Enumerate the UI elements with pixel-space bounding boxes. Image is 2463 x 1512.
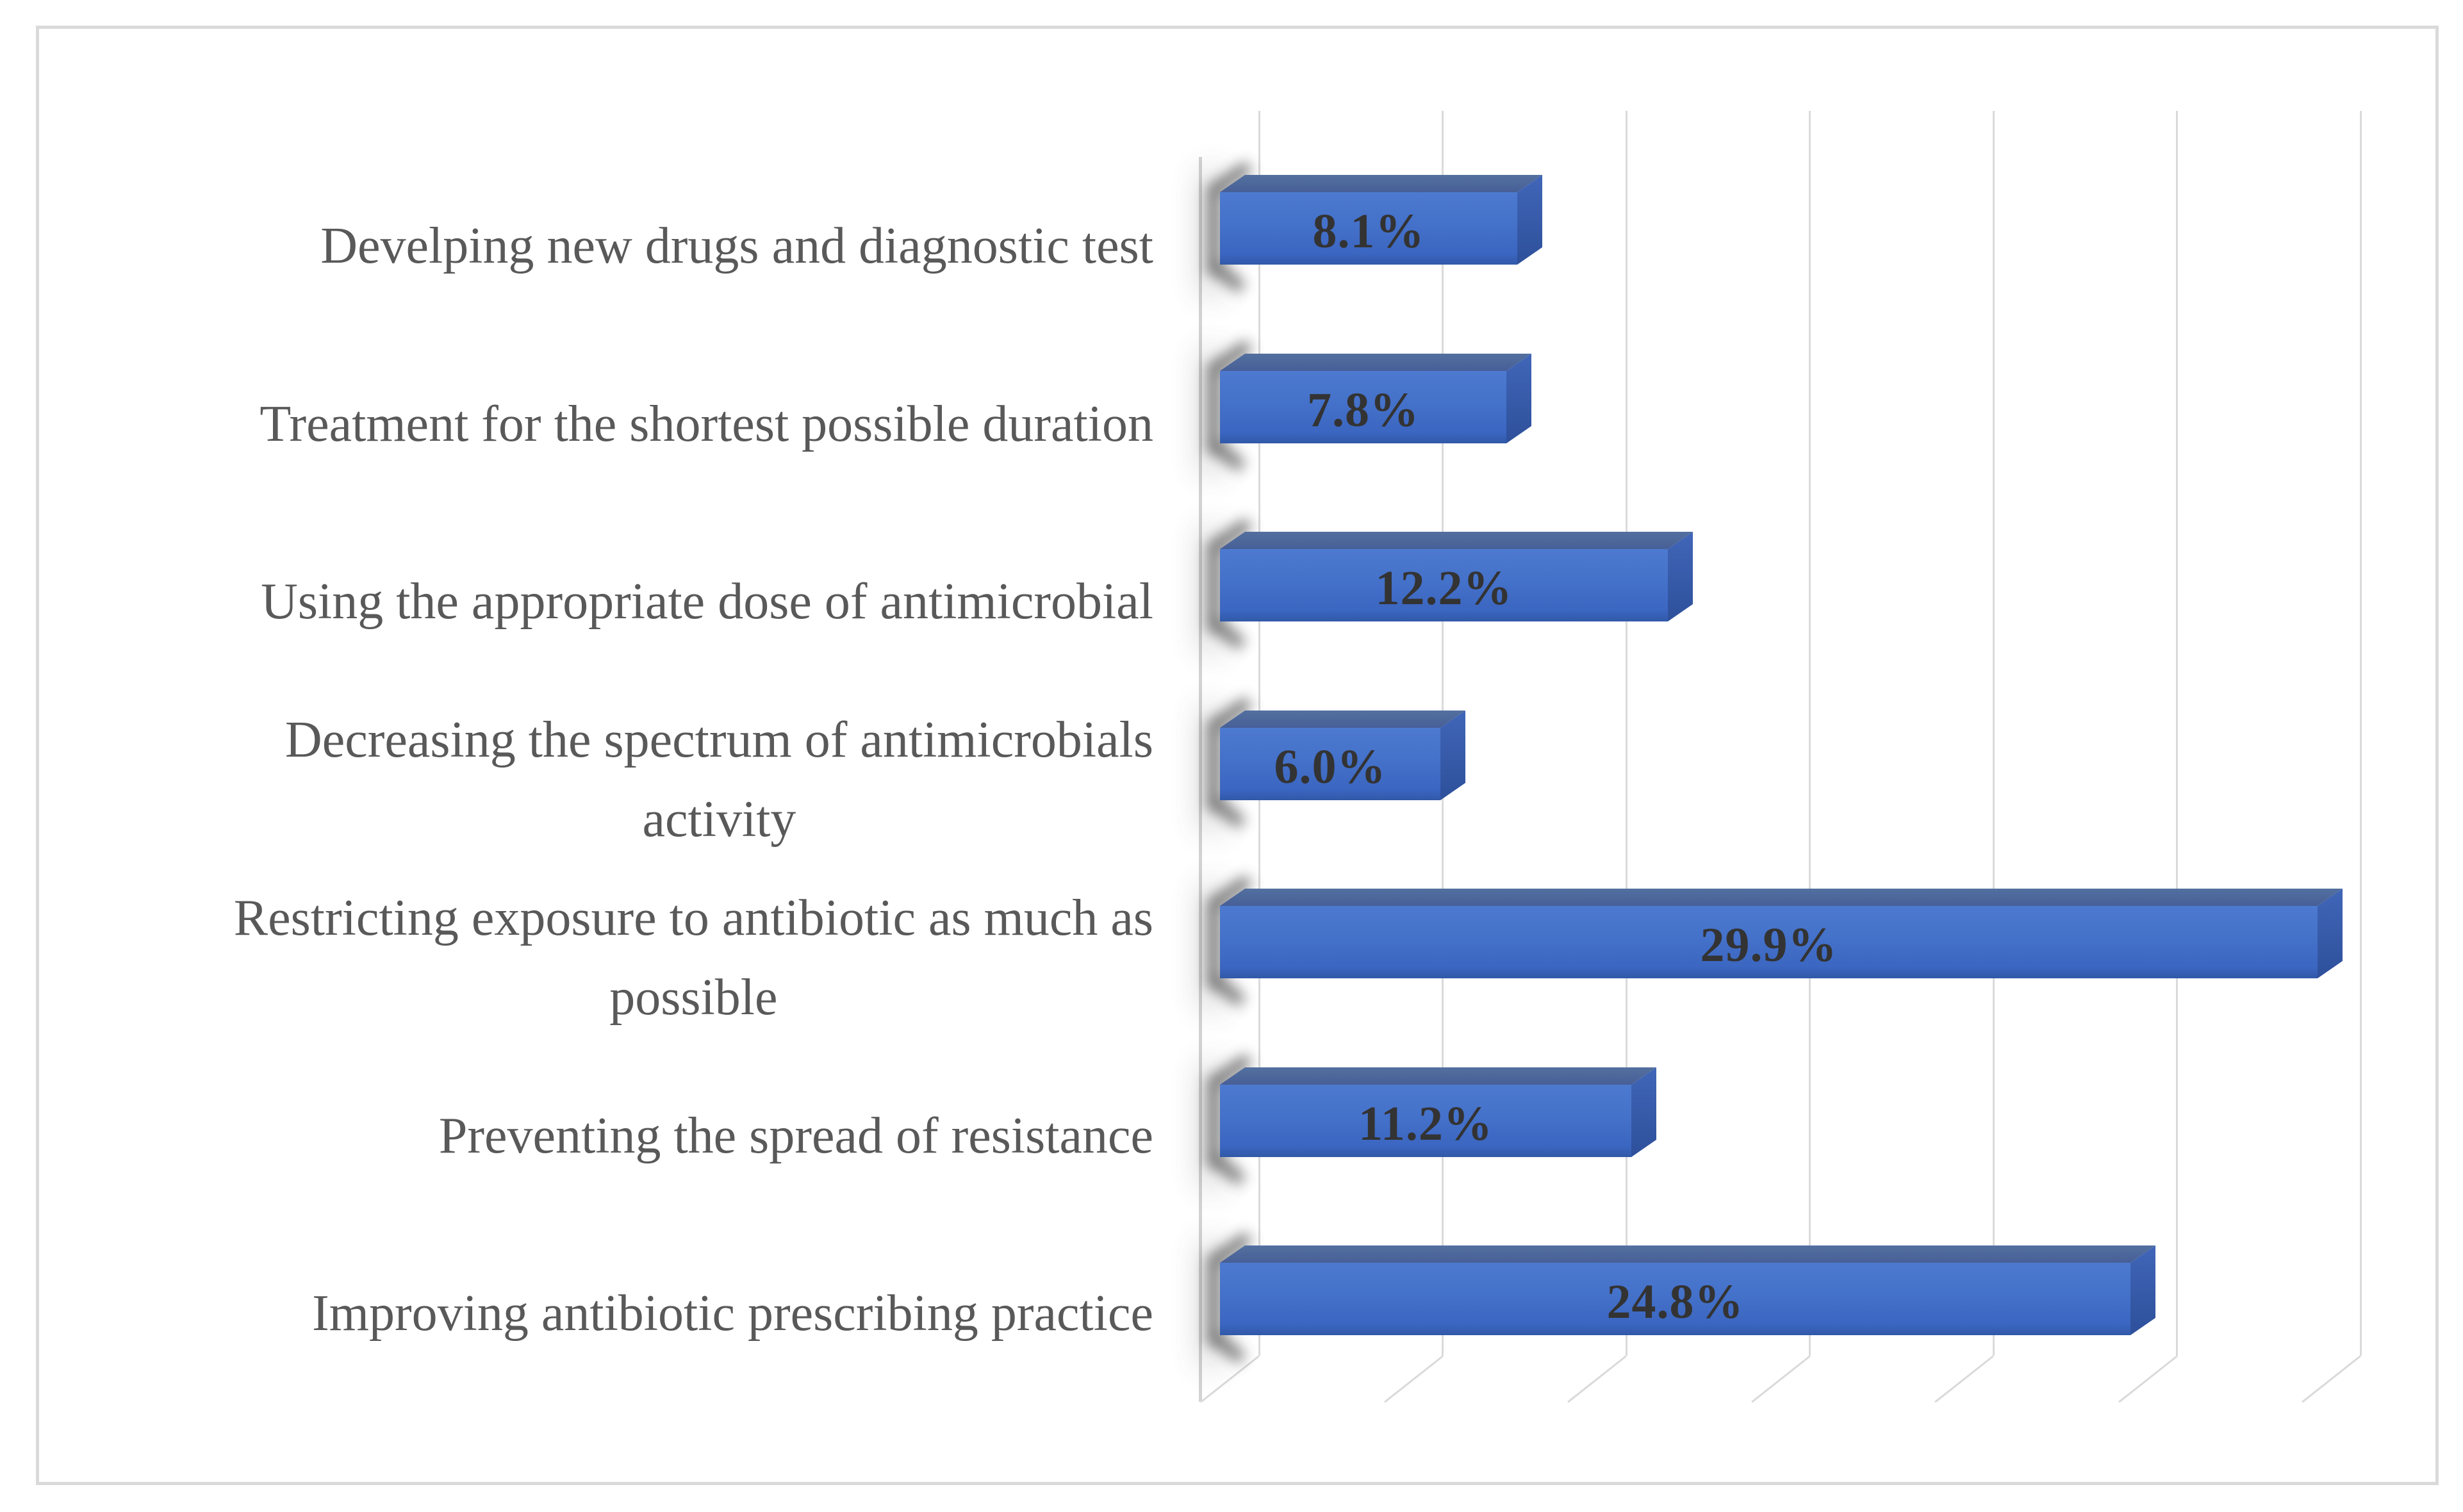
bar-value-label: 8.1%	[1312, 204, 1425, 258]
bar-front-face	[1220, 371, 1506, 443]
bar-shadow	[1209, 365, 1219, 452]
bar-shadow	[1209, 186, 1219, 274]
bar-side-face	[1506, 354, 1531, 443]
bar-value-label: 7.8%	[1307, 383, 1419, 437]
category-label: Preventing the spread of resistance	[438, 1108, 1153, 1164]
bar-top-face	[1220, 1245, 2155, 1263]
floor-gridline-diagonal	[1383, 1354, 1444, 1403]
bar-shadow	[1209, 1256, 1219, 1344]
bar-shadow	[1209, 721, 1219, 809]
floor-gridline-diagonal	[2302, 1354, 2361, 1403]
category-label: Restricting exposure to antibiotic as mu…	[233, 890, 1153, 1026]
bar-top-face	[1220, 711, 1465, 728]
bar-value-label: 12.2%	[1375, 561, 1513, 615]
bar-shadow	[1209, 1078, 1219, 1166]
bar-front-face	[1220, 906, 2318, 978]
category-label: Improving antibiotic prescribing practic…	[312, 1285, 1153, 1342]
bar-side-face	[1517, 175, 1542, 265]
bar-side-face	[2130, 1245, 2155, 1335]
bar-top-face	[1220, 354, 1531, 371]
category-label: Treatment for the shortest possible dura…	[259, 396, 1153, 452]
floor-gridline-diagonal	[1567, 1354, 1627, 1403]
category-label: Decreasing the spectrum of antimicrobial…	[284, 712, 1153, 848]
bar-shadow	[1209, 900, 1219, 987]
bar-value-label: 29.9%	[1700, 918, 1838, 972]
bar-side-face	[2318, 889, 2343, 978]
bar-top-face	[1220, 532, 1693, 549]
bar-front-face	[1220, 1085, 1631, 1157]
gridline	[2359, 111, 2362, 1356]
bar-value-label: 11.2%	[1358, 1097, 1493, 1151]
bar-top-face	[1220, 175, 1542, 192]
bar-front-face	[1220, 192, 1517, 265]
bar-side-face	[1668, 532, 1693, 621]
wall-front-edge-line	[1199, 157, 1202, 1402]
gridline	[1992, 111, 1995, 1356]
gridline	[2176, 111, 2178, 1356]
floor-gridline-diagonal	[1750, 1354, 1811, 1403]
floor-gridline-diagonal	[2118, 1354, 2178, 1403]
gridline	[1809, 111, 1811, 1356]
bar-value-label: 24.8%	[1606, 1275, 1744, 1329]
bar-top-face	[1220, 889, 2343, 906]
category-label: Develping new drugs and diagnostic test	[320, 218, 1153, 274]
bar-front-face	[1220, 1263, 2130, 1335]
gridline	[1625, 111, 1627, 1356]
bar-shadow	[1209, 543, 1219, 630]
bar-side-face	[1631, 1067, 1656, 1157]
category-label: Using the appropriate dose of antimicrob…	[261, 573, 1153, 630]
bar-front-face	[1220, 549, 1668, 621]
bar-side-face	[1440, 711, 1465, 800]
floor-gridline-diagonal	[1934, 1354, 1994, 1403]
bar-value-label: 6.0%	[1274, 740, 1387, 794]
bar-top-face	[1220, 1067, 1656, 1085]
bar-front-face	[1220, 728, 1440, 800]
